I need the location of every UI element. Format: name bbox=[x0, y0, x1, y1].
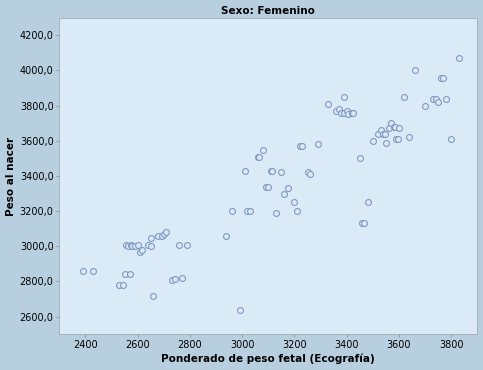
Point bbox=[432, 96, 440, 102]
Point bbox=[119, 282, 127, 288]
Point bbox=[406, 134, 413, 140]
Point bbox=[429, 96, 437, 102]
Point bbox=[343, 108, 351, 114]
Point bbox=[168, 277, 175, 283]
Point bbox=[272, 210, 280, 216]
Point bbox=[175, 242, 183, 248]
Point bbox=[340, 94, 348, 100]
Point bbox=[89, 268, 97, 274]
X-axis label: Ponderado de peso fetal (Ecografía): Ponderado de peso fetal (Ecografía) bbox=[161, 354, 375, 364]
Point bbox=[138, 247, 145, 253]
Point bbox=[369, 138, 377, 144]
Point bbox=[400, 94, 408, 100]
Point bbox=[335, 106, 343, 112]
Point bbox=[349, 110, 357, 116]
Point bbox=[377, 127, 384, 133]
Point bbox=[304, 169, 312, 175]
Point bbox=[360, 221, 368, 226]
Point bbox=[264, 184, 272, 189]
Point bbox=[447, 136, 455, 142]
Point bbox=[280, 191, 288, 196]
Point bbox=[348, 110, 356, 116]
Point bbox=[259, 147, 267, 152]
Point bbox=[390, 124, 398, 130]
Point bbox=[387, 120, 395, 126]
Point bbox=[122, 242, 129, 248]
Point bbox=[314, 141, 322, 147]
Point bbox=[356, 155, 364, 161]
Point bbox=[134, 242, 142, 248]
Point bbox=[381, 131, 388, 137]
Point bbox=[136, 249, 144, 255]
Title: Sexo: Femenino: Sexo: Femenino bbox=[221, 6, 315, 16]
Point bbox=[364, 199, 371, 205]
Point bbox=[126, 272, 134, 278]
Point bbox=[127, 242, 135, 248]
Point bbox=[278, 169, 285, 175]
Point bbox=[332, 108, 340, 114]
Point bbox=[380, 131, 387, 137]
Point bbox=[421, 103, 429, 109]
Point bbox=[306, 171, 314, 177]
Point bbox=[256, 154, 263, 159]
Point bbox=[374, 131, 382, 137]
Point bbox=[344, 111, 352, 117]
Point bbox=[455, 55, 463, 61]
Point bbox=[131, 243, 139, 249]
Point bbox=[171, 276, 179, 282]
Point bbox=[291, 199, 298, 205]
Point bbox=[223, 233, 230, 239]
Point bbox=[269, 168, 276, 174]
Point bbox=[434, 99, 442, 105]
Point bbox=[243, 208, 251, 214]
Point bbox=[394, 136, 401, 142]
Point bbox=[158, 233, 166, 239]
Point bbox=[440, 74, 447, 80]
Point bbox=[178, 275, 186, 281]
Point bbox=[267, 168, 275, 174]
Point bbox=[442, 96, 450, 102]
Point bbox=[125, 243, 132, 249]
Point bbox=[293, 208, 301, 214]
Point bbox=[411, 67, 419, 73]
Point bbox=[147, 235, 155, 241]
Point bbox=[391, 124, 399, 130]
Point bbox=[325, 101, 332, 107]
Point bbox=[121, 272, 128, 278]
Point bbox=[162, 229, 170, 235]
Point bbox=[236, 307, 243, 313]
Point bbox=[393, 136, 400, 142]
Point bbox=[147, 243, 155, 249]
Point bbox=[284, 185, 292, 191]
Point bbox=[184, 242, 191, 248]
Point bbox=[228, 208, 236, 214]
Point bbox=[246, 208, 254, 214]
Point bbox=[340, 110, 348, 116]
Point bbox=[160, 231, 168, 237]
Point bbox=[155, 233, 162, 239]
Point bbox=[149, 293, 157, 299]
Point bbox=[115, 282, 123, 288]
Y-axis label: Peso al nacer: Peso al nacer bbox=[6, 137, 15, 216]
Point bbox=[254, 154, 262, 159]
Point bbox=[384, 125, 392, 131]
Point bbox=[296, 143, 303, 149]
Point bbox=[241, 168, 249, 174]
Point bbox=[144, 242, 152, 248]
Point bbox=[358, 221, 366, 226]
Point bbox=[298, 143, 306, 149]
Point bbox=[437, 74, 445, 80]
Point bbox=[338, 110, 345, 116]
Point bbox=[262, 184, 270, 189]
Point bbox=[79, 268, 86, 274]
Point bbox=[128, 243, 136, 249]
Point bbox=[382, 139, 390, 145]
Point bbox=[395, 125, 403, 131]
